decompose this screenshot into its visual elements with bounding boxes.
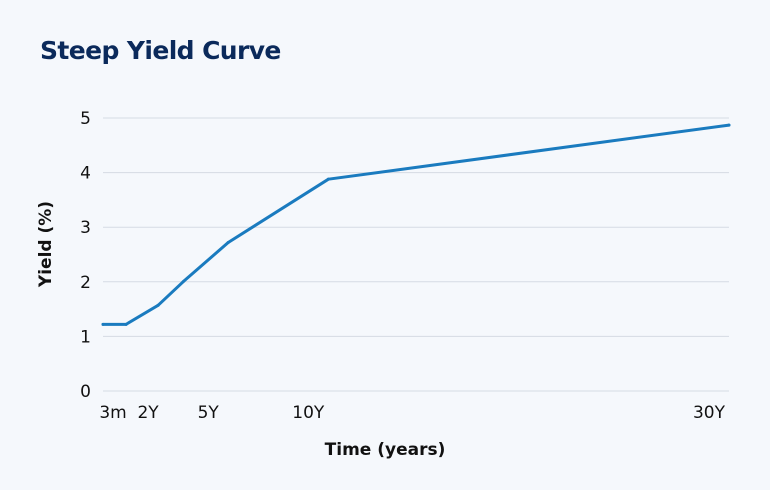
y-axis-label: Yield (%) xyxy=(36,201,56,288)
y-tick-label: 0 xyxy=(80,382,91,402)
data-point xyxy=(181,280,185,284)
series-layer xyxy=(101,123,731,326)
x-tick-label: 3m xyxy=(99,403,126,423)
series-line-0 xyxy=(101,123,731,326)
x-axis-label: Time (years) xyxy=(325,440,446,460)
chart-title: Steep Yield Curve xyxy=(40,36,281,65)
y-tick-label: 3 xyxy=(80,218,91,238)
x-tick-label: 30Y xyxy=(693,403,726,423)
data-point xyxy=(101,322,105,326)
data-point xyxy=(156,303,160,307)
y-tick-label: 5 xyxy=(80,109,91,129)
y-tick-label: 2 xyxy=(80,273,91,293)
grid-lines xyxy=(103,117,729,392)
x-tick-label: 10Y xyxy=(292,403,325,423)
y-tick-label: 1 xyxy=(80,327,91,347)
data-point xyxy=(124,322,128,326)
x-axis-ticks: 3m 2Y 5Y 10Y 30Y xyxy=(99,403,725,423)
y-tick-label: 4 xyxy=(80,164,91,184)
y-axis-ticks: 0 1 2 3 4 5 xyxy=(80,109,91,402)
x-tick-label: 5Y xyxy=(198,403,220,423)
x-tick-label: 2Y xyxy=(137,403,159,423)
data-point xyxy=(326,177,330,181)
data-point xyxy=(226,240,230,244)
data-point xyxy=(727,123,731,127)
